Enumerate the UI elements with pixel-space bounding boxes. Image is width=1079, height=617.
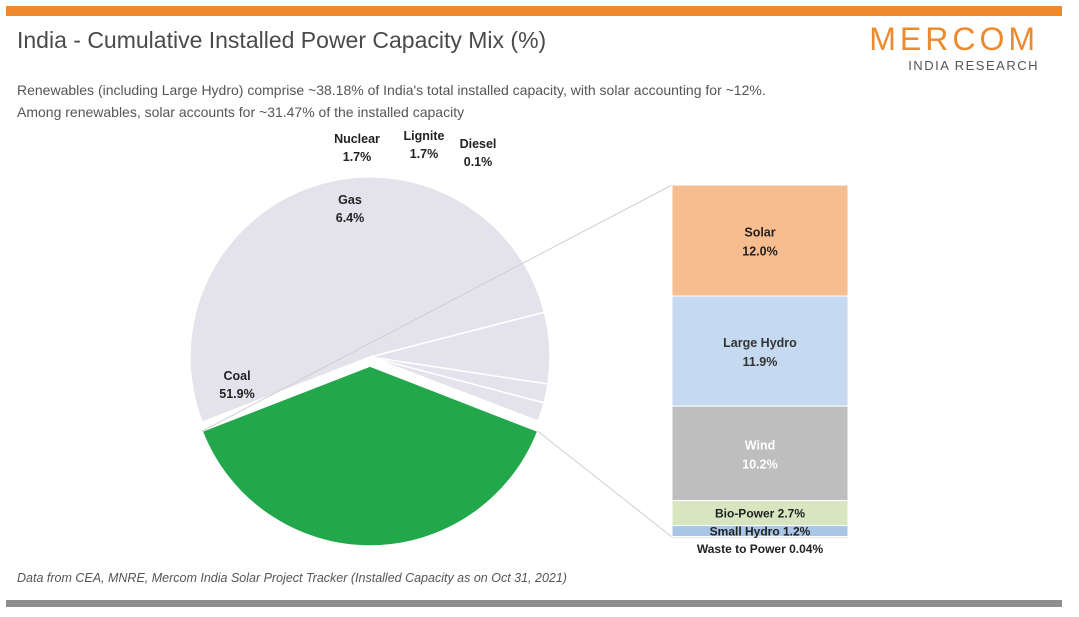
pie-value-lignite: 1.7% — [410, 147, 439, 161]
top-accent-bar — [6, 6, 1062, 16]
bar-label-bio-power: Bio-Power 2.7% — [715, 507, 805, 521]
bar-value-wind: 10.2% — [742, 457, 777, 471]
bar-value-large-hydro: 11.9% — [743, 355, 778, 369]
bar-label-waste-to-power: Waste to Power 0.04% — [697, 542, 824, 556]
mercom-logo: MERCOM INDIA RESEARCH — [869, 22, 1039, 73]
pie-label-coal: Coal — [223, 369, 250, 383]
bar-segment-solar — [671, 184, 849, 297]
source-note: Data from CEA, MNRE, Mercom India Solar … — [17, 571, 567, 585]
subtitle-line-2: Among renewables, solar accounts for ~31… — [17, 104, 465, 120]
bar-segment-waste-to-power — [671, 536, 849, 540]
bar-segment-large-hydro — [671, 295, 849, 407]
pie-slice-coal — [189, 176, 546, 424]
bar-segment-bio-power — [671, 500, 849, 527]
pie-value-gas: 6.4% — [336, 211, 365, 225]
pie-label-nuclear: Nuclear — [334, 132, 380, 146]
pie-label-gas: Gas — [338, 193, 362, 207]
pie-value-nuclear: 1.7% — [343, 150, 372, 164]
bottom-bar — [6, 600, 1062, 607]
bar-label-wind: Wind — [745, 438, 775, 452]
subtitle-line-1: Renewables (including Large Hydro) compr… — [17, 82, 766, 98]
connector-line-top — [201, 184, 673, 432]
bar-label-solar: Solar — [744, 226, 775, 240]
subtitle: Renewables (including Large Hydro) compr… — [17, 79, 766, 123]
pie-label-diesel: Diesel — [460, 137, 497, 151]
bar-segment-wind — [671, 405, 849, 502]
pie-value-diesel: 0.1% — [464, 155, 493, 169]
bar-value-solar: 12.0% — [742, 245, 777, 259]
logo-subtitle: INDIA RESEARCH — [908, 58, 1039, 73]
bar-label-large-hydro: Large Hydro — [723, 336, 797, 350]
connector-line-bottom — [537, 430, 673, 538]
logo-wordmark: MERCOM — [869, 21, 1039, 57]
pie-value-coal: 51.9% — [219, 387, 254, 401]
pie-label-lignite: Lignite — [404, 129, 445, 143]
pie-slice-diesel — [369, 356, 540, 424]
bar-label-small-hydro: Small Hydro 1.2% — [710, 525, 811, 539]
pie-slice-renewable-energy — [201, 365, 539, 547]
page-title: India - Cumulative Installed Power Capac… — [17, 27, 547, 53]
